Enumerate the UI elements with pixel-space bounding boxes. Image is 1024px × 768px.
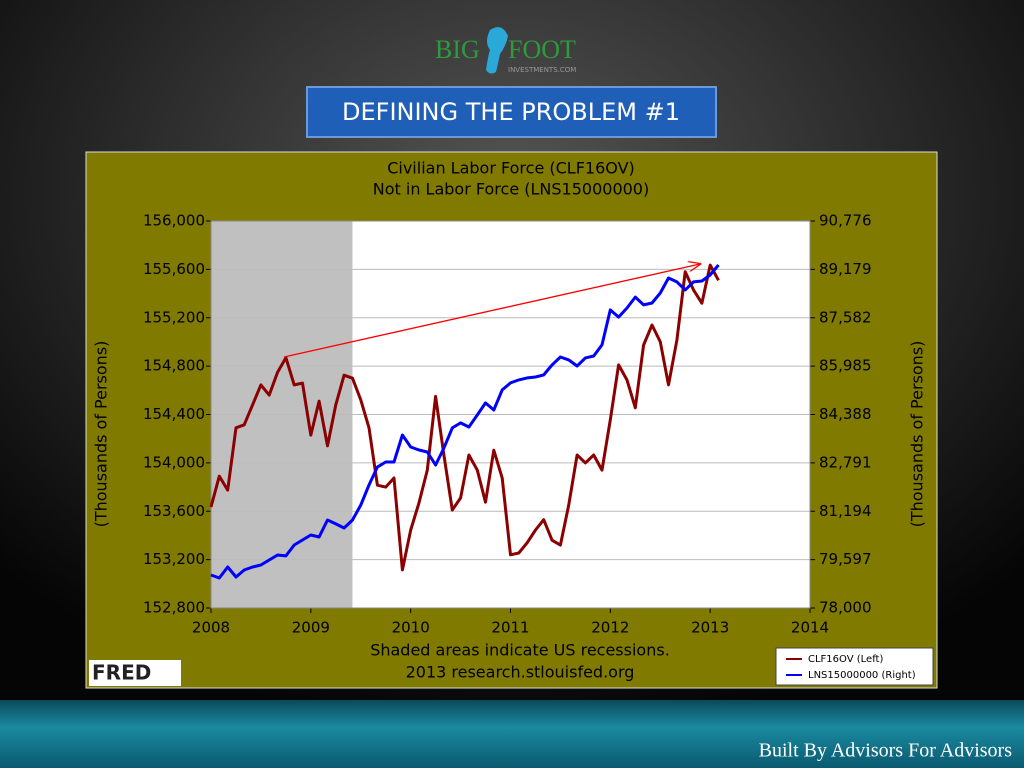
fred-logo: FRED <box>92 661 151 685</box>
x-tick-label: 2014 <box>791 619 829 637</box>
y-tick-label: 153,600 <box>143 502 205 520</box>
logo-right: FOOT <box>508 35 576 64</box>
x-tick-label: 2013 <box>691 619 729 637</box>
logo: BIG FOOT INVESTMENTS.COM <box>435 27 576 74</box>
footer-band <box>0 700 1024 768</box>
logo-left: BIG <box>435 35 480 64</box>
y2-tick-label: 90,776 <box>819 212 872 230</box>
y2-tick-label: 84,388 <box>819 405 872 423</box>
y2-tick-label: 85,985 <box>819 357 872 375</box>
note: 2013 research.stlouisfed.org <box>406 663 635 682</box>
series-line <box>209 263 720 572</box>
title-box <box>306 86 717 138</box>
x-tick-label: 2008 <box>192 619 230 637</box>
y2-tick-label: 87,582 <box>819 308 872 326</box>
chart-title: Civilian Labor Force (CLF16OV) <box>387 159 635 178</box>
y-tick-label: 154,800 <box>143 357 205 375</box>
plot-frame <box>210 220 811 609</box>
y2-tick-label: 78,000 <box>819 599 872 617</box>
note: Shaded areas indicate US recessions. <box>370 641 670 660</box>
x-tick-label: 2010 <box>392 619 430 637</box>
slide-title: DEFINING THE PROBLEM #1 <box>342 98 680 126</box>
fred-box <box>89 660 181 686</box>
x-tick-label: 2012 <box>591 619 629 637</box>
legend-label: CLF16OV (Left) <box>808 654 883 665</box>
y-axis-label: (Thousands of Persons) <box>92 341 111 528</box>
series-line <box>210 264 720 580</box>
x-tick-label: 2011 <box>491 619 529 637</box>
x-tick-label: 2009 <box>292 619 330 637</box>
y-tick-label: 155,200 <box>143 308 205 326</box>
y2-tick-label: 82,791 <box>819 453 872 471</box>
y-tick-label: 152,800 <box>143 599 205 617</box>
y2-tick-label: 81,194 <box>819 502 872 520</box>
trend-arrow <box>283 264 700 358</box>
legend-box <box>775 647 934 686</box>
chart-subtitle: Not in Labor Force (LNS15000000) <box>373 180 649 199</box>
y-tick-label: 154,400 <box>143 405 205 423</box>
logo-foot <box>486 27 508 74</box>
y-tick-label: 153,200 <box>143 550 205 568</box>
y2-tick-label: 89,179 <box>819 260 872 278</box>
y2-tick-label: 79,597 <box>819 550 872 568</box>
legend: CLF16OV (Left) LNS15000000 (Right) <box>775 647 934 686</box>
legend-label: LNS15000000 (Right) <box>808 670 916 681</box>
footer-text: Built By Advisors For Advisors <box>759 740 1013 762</box>
y2-axis-label: (Thousands of Persons) <box>908 341 927 528</box>
y-tick-label: 156,000 <box>143 212 205 230</box>
logo-tagline: INVESTMENTS.COM <box>508 66 576 74</box>
y-tick-label: 154,000 <box>143 453 205 471</box>
y-tick-label: 155,600 <box>143 260 205 278</box>
